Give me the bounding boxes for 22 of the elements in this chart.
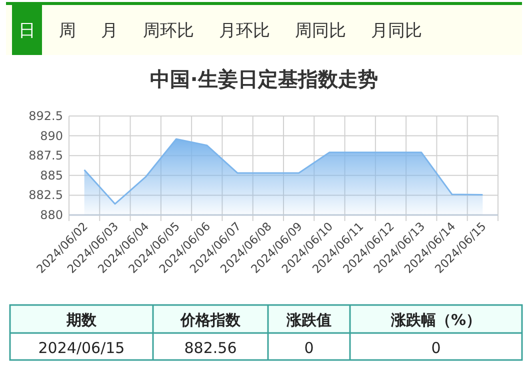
y-tick-label: 892.5 [28,109,63,123]
text: 日 [18,21,36,41]
text: 期数 [66,311,98,329]
text: 周环比 [143,21,194,41]
text: 月环比 [219,21,270,41]
text: 周 [59,21,76,41]
y-tick-label: 887.5 [28,148,63,163]
y-tick-label: 885 [40,168,63,182]
text: 涨跌值 [286,311,332,329]
text: 涨跌幅（%） [390,311,482,329]
y-tick-label: 890 [40,128,63,143]
text: 月同比 [371,21,422,41]
chart-title: 中国·生姜日定基指数走势 [150,67,378,91]
text: 882.56 [184,339,237,357]
text: 价格指数 [180,311,242,329]
text: 0 [431,339,441,357]
y-tick-label: 882.5 [28,188,63,202]
text: 月 [101,21,118,41]
text: 2024/06/15 [38,339,125,357]
y-tick-label: 880 [40,208,63,222]
text: 0 [304,339,314,357]
text: 周同比 [295,21,346,41]
